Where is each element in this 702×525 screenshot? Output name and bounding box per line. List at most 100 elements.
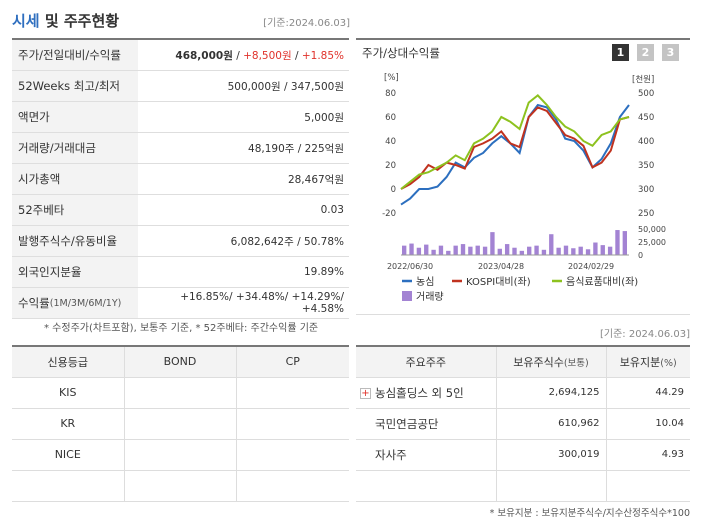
market-row-volume: 거래량/거래대금 48,190주 / 225억원 [12, 133, 349, 164]
volume-bar [571, 248, 576, 255]
market-row-cap: 시가총액 28,467억원 [12, 164, 349, 195]
volume-bar [600, 245, 605, 255]
holder-pct: 10.04 [606, 408, 690, 440]
return-sublabel: (1M/3M/6M/1Y) [49, 297, 122, 309]
volume-bar [504, 244, 510, 255]
market-value: 19.89% [303, 266, 344, 278]
market-label: 거래량/거래대금 [12, 133, 138, 163]
holders-header-name: 주요주주 [356, 347, 497, 378]
period-button-3[interactable]: 3 [662, 44, 679, 61]
holder-pct: 4.93 [606, 439, 690, 471]
market-value: 500,000원 / 347,500원 [227, 80, 344, 93]
holder-pct [606, 470, 690, 502]
market-row-beta: 52주베타 0.03 [12, 195, 349, 226]
market-value: 5,000원 [304, 111, 344, 124]
volume-bar [615, 230, 620, 255]
pct-header-unit: (%) [660, 357, 677, 369]
credit-header-row: 신용등급 BOND CP [12, 347, 349, 378]
market-table: 주가/전일대비/수익률 468,000원 / +8,500원 / +1.85% … [12, 38, 349, 319]
volume-bar [402, 245, 407, 255]
period-button-2[interactable]: 2 [637, 44, 654, 61]
series-line-1 [400, 106, 630, 190]
credit-cp [236, 470, 349, 502]
credit-bond [124, 470, 237, 502]
shares-header-text: 보유주식수 [513, 355, 564, 369]
market-label: 외국인지분율 [12, 257, 138, 287]
return-label: 수익률 [18, 296, 50, 310]
holder-name[interactable]: 농심홀딩스 외 5인 [375, 385, 464, 400]
market-row-return: 수익률 (1M/3M/6M/1Y) +16.85%/ +34.48%/ +14.… [12, 288, 349, 319]
series-line-0 [400, 103, 630, 206]
expand-plus-icon[interactable]: + [360, 387, 371, 399]
volume-bar [527, 246, 532, 255]
volume-bar [607, 246, 613, 255]
volume-bar [578, 246, 583, 255]
credit-agency: NICE [12, 439, 125, 471]
table-row: NICE [12, 439, 349, 471]
period-button-1[interactable]: 1 [612, 44, 629, 61]
market-label: 발행주식수/유동비율 [12, 226, 138, 256]
left-tick-label: 0 [391, 185, 396, 195]
left-tick-label: 80 [385, 89, 396, 99]
holders-header-row: 주요주주 보유주식수(보통) 보유지분(%) [356, 347, 690, 378]
volume-bar [512, 247, 517, 255]
x-tick-label: 2024/02/29 [568, 262, 614, 271]
volume-bar [468, 246, 473, 255]
chart-panel [356, 38, 690, 315]
volume-bar [416, 247, 422, 255]
credit-header-cp: CP [236, 347, 349, 378]
market-label: 주가/전일대비/수익률 [12, 40, 138, 70]
base-date-2: [기준: 2024.06.03] [599, 329, 690, 340]
right-axis-unit: [천원] [632, 74, 654, 85]
volume-bar [593, 242, 598, 255]
holders-table: 주요주주 보유주식수(보통) 보유지분(%) + 농심홀딩스 외 5인 2,694… [356, 345, 690, 502]
credit-cp [236, 439, 349, 471]
left-tick-label: 40 [385, 137, 396, 147]
pct-header-text: 보유지분 [619, 355, 661, 369]
right-tick-label: 400 [638, 137, 654, 147]
table-row: KR [12, 408, 349, 440]
market-label: 시가총액 [12, 164, 138, 194]
credit-header-bond: BOND [124, 347, 237, 378]
volume-bar [622, 231, 627, 255]
table-row: 자사주 300,019 4.93 [356, 439, 690, 471]
legend-label: 음식료품대비(좌) [566, 276, 638, 288]
separator: / [291, 49, 302, 62]
volume-bar [519, 250, 525, 255]
volume-bar [541, 249, 547, 255]
price-value: 468,000원 / +8,500원 / +1.85% [138, 48, 349, 63]
volume-bar [490, 232, 495, 255]
section-title-rest: 및 주주현황 [39, 12, 120, 30]
holder-name: 국민연금공단 [356, 408, 497, 440]
right-tick-label: 450 [638, 113, 654, 123]
market-label: 액면가 [12, 102, 138, 132]
credit-cp [236, 377, 349, 409]
base-date: [기준:2024.06.03] [263, 18, 350, 29]
holder-name-cell[interactable]: + 농심홀딩스 외 5인 [356, 377, 497, 409]
volume-bar [453, 245, 458, 255]
market-value: 28,467억원 [287, 173, 344, 186]
volume-bar [585, 249, 591, 255]
chart-title: 주가/상대수익률 [362, 46, 440, 60]
table-row [12, 470, 349, 502]
shares-header-unit: (보통) [563, 357, 589, 369]
credit-header-rating: 신용등급 [12, 347, 125, 378]
credit-cp [236, 408, 349, 440]
volume-tick-label: 50,000 [638, 225, 666, 234]
price-chart: [%] [천원] 80 60 40 20 0 -20 500 450 400 350 300 250 50,… [382, 73, 666, 303]
holder-name: 자사주 [356, 439, 497, 471]
volume-bar [438, 245, 444, 255]
credit-agency [12, 470, 125, 502]
legend-label: 농심 [416, 276, 434, 288]
series-line-2 [400, 94, 630, 190]
holders-header-shares: 보유주식수(보통) [496, 347, 607, 378]
volume-bar [460, 244, 466, 255]
credit-bond [124, 377, 237, 409]
section-title-main: 시세 [12, 12, 40, 30]
volume-tick-label: 0 [638, 251, 643, 260]
market-value: 0.03 [320, 204, 344, 216]
market-note: * 수정주가(차트포함), 보통주 기준, * 52주베타: 주간수익률 기준 [44, 323, 319, 334]
market-row-52w: 52Weeks 최고/최저 500,000원 / 347,500원 [12, 71, 349, 102]
holder-pct: 44.29 [606, 377, 690, 409]
price-rate: +1.85% [301, 49, 344, 62]
